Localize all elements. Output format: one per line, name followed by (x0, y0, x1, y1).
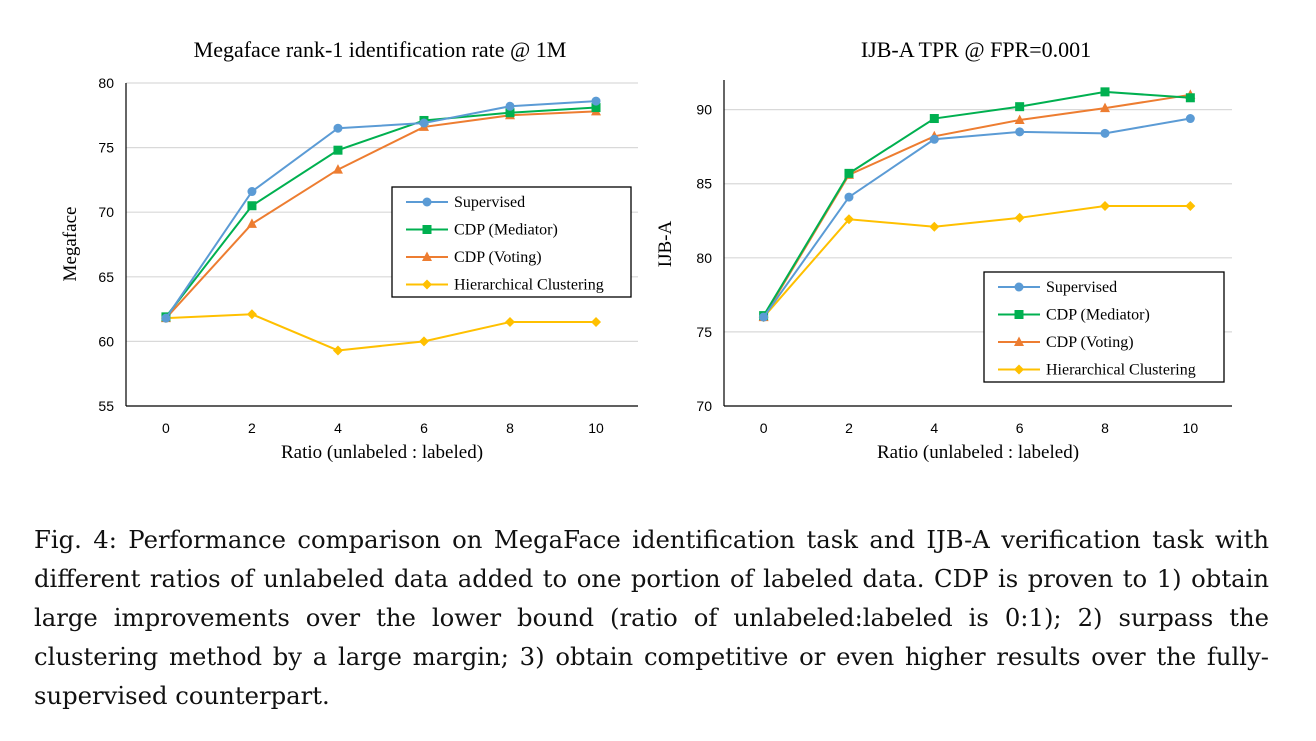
data-point (1015, 127, 1025, 137)
data-point (505, 317, 515, 328)
x-tick-label: 10 (1183, 420, 1199, 436)
data-point (591, 103, 601, 113)
data-point (591, 96, 601, 106)
x-tick-label: 8 (1101, 420, 1109, 436)
data-point (246, 309, 257, 320)
x-tick-label: 4 (334, 420, 342, 436)
legend-label: Hierarchical Clustering (454, 277, 604, 294)
series-line (165, 106, 597, 318)
legend-label: CDP (Mediator) (454, 222, 558, 239)
series-line (762, 117, 1191, 318)
y-tick-label: 60 (98, 333, 114, 349)
y-tick-label: 80 (98, 75, 114, 91)
legend: Supervised CDP (Mediator) CDP (Voting) Hier… (391, 186, 632, 298)
chart-title: Megaface rank-1 identification rate @ 1M (194, 37, 567, 62)
data-point (1100, 200, 1110, 211)
legend-marker (1014, 336, 1024, 346)
legend-marker (422, 251, 432, 261)
data-point (161, 313, 171, 323)
series-line (762, 204, 1191, 318)
y-tick-label: 55 (98, 398, 114, 414)
data-point (1185, 200, 1196, 211)
data-point (844, 168, 854, 178)
series-line (762, 90, 1191, 317)
legend-label: CDP (Mediator) (1046, 307, 1150, 324)
series-line (165, 110, 597, 319)
data-point (247, 187, 257, 197)
data-point (1185, 114, 1195, 124)
chart-title: IJB-A TPR @ FPR=0.001 (861, 37, 1091, 62)
data-point (1014, 114, 1025, 125)
y-axis-label: IJB-A (655, 221, 676, 268)
data-point (332, 345, 343, 356)
data-point (929, 134, 939, 144)
megaface-chart: 55 60 65 70 75 80 0 2 4 6 8 10 Megaface rank-1 ident… (60, 37, 638, 463)
y-tick-label: 80 (696, 250, 712, 266)
data-point (419, 118, 429, 128)
legend-label: Supervised (1046, 279, 1117, 296)
data-point (247, 201, 257, 211)
data-point (418, 336, 429, 347)
y-axis-label: Megaface (60, 207, 81, 282)
legend-marker (422, 279, 432, 290)
legend-box (391, 186, 632, 298)
x-axis-label: Ratio (unlabeled : labeled) (877, 442, 1079, 463)
data-point (844, 192, 854, 202)
legend-label: CDP (Voting) (1046, 334, 1134, 351)
data-point (1185, 93, 1195, 103)
x-tick-label: 6 (420, 420, 428, 436)
legend-box (983, 271, 1225, 383)
legend-marker (1014, 310, 1024, 319)
x-tick-label: 6 (1016, 420, 1024, 436)
data-point (1015, 102, 1025, 112)
y-tick-label: 65 (98, 269, 114, 285)
y-tick-label: 75 (98, 140, 114, 156)
data-point (333, 145, 343, 155)
x-tick-label: 2 (248, 420, 256, 436)
data-point (759, 312, 769, 322)
data-point (591, 317, 602, 328)
legend: Supervised CDP (Mediator) CDP (Voting) Hier… (983, 271, 1225, 383)
y-tick-label: 70 (98, 204, 114, 220)
data-point (332, 164, 343, 174)
data-point (1100, 102, 1110, 113)
data-point (1100, 87, 1110, 97)
data-point (929, 221, 940, 232)
y-tick-label: 75 (696, 324, 712, 340)
data-point (1014, 212, 1025, 223)
x-tick-label: 10 (588, 420, 604, 436)
x-tick-label: 2 (845, 420, 853, 436)
data-point (843, 214, 854, 225)
legend-marker (1014, 282, 1024, 292)
y-tick-label: 70 (696, 398, 712, 414)
legend-marker (422, 197, 432, 207)
series-line (165, 313, 597, 352)
ijba-chart: 70 75 80 85 90 0 2 4 6 8 10 IJB-A TPR @ FPR=0.001 Ra… (655, 37, 1232, 463)
y-tick-label: 90 (696, 102, 712, 118)
legend-marker (422, 225, 432, 234)
data-point (1100, 128, 1110, 138)
figure-caption: Fig. 4: Performance comparison on MegaFa… (34, 525, 1269, 710)
data-point (333, 123, 343, 133)
y-tick-label: 85 (696, 176, 712, 192)
x-tick-label: 4 (930, 420, 938, 436)
data-point (505, 108, 515, 118)
x-axis-label: Ratio (unlabeled : labeled) (281, 442, 483, 463)
legend-label: Hierarchical Clustering (1046, 362, 1196, 379)
legend-label: Supervised (454, 194, 525, 211)
series-line (165, 100, 597, 319)
data-point (929, 114, 939, 124)
data-point (505, 101, 515, 111)
x-tick-label: 0 (162, 420, 170, 436)
x-tick-label: 8 (506, 420, 514, 436)
legend-marker (1014, 364, 1024, 375)
legend-label: CDP (Voting) (454, 249, 542, 266)
x-tick-label: 0 (760, 420, 768, 436)
data-point (246, 218, 257, 228)
